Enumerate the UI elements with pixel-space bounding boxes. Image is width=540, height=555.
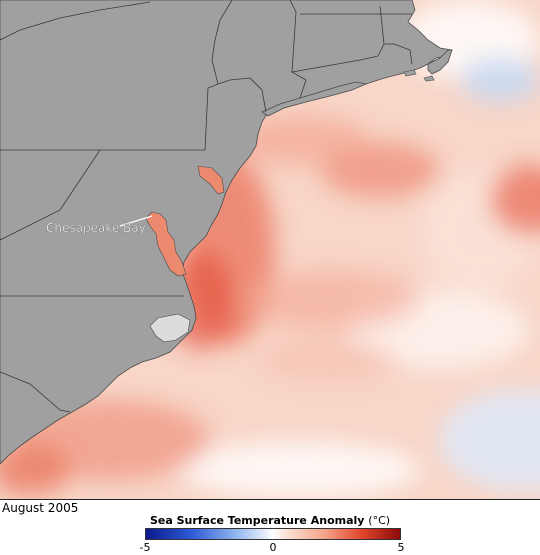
mainland [0,0,453,465]
chesapeake-bay-label: Chesapeake Bay [46,221,146,235]
islands [403,69,435,82]
legend-title: Sea Surface Temperature Anomaly (°C) [0,514,540,527]
legend-unit: (°C) [368,514,391,527]
chesapeake-bay [145,211,187,277]
callout-leader [119,215,153,227]
state-borders [0,0,413,413]
pamlico-sound [149,313,191,343]
sea-surface-map: Chesapeake Bay [0,0,540,499]
legend-min-label: -5 [139,541,151,554]
legend-title-text: Sea Surface Temperature Anomaly [149,514,365,527]
legend-zero-label: 0 [269,541,277,554]
date-label: August 2005 [2,501,79,515]
delaware-bay [197,165,225,195]
map-frame: Chesapeake Bay [0,0,540,500]
legend-max-label: 5 [397,541,405,554]
chesapeake-callout: Chesapeake Bay [46,215,153,235]
color-scale-bar [145,528,401,540]
cape-cod [427,49,453,75]
estuaries [145,165,225,343]
